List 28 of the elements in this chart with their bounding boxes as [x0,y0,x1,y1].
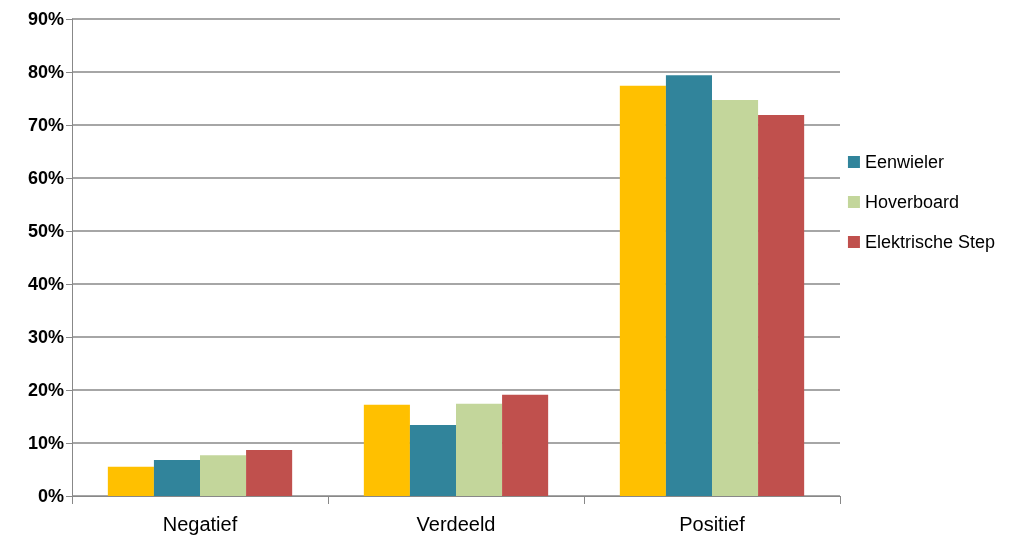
bar [665,75,712,496]
bar [246,449,293,496]
y-tick-label: 30% [27,327,64,347]
y-tick-label: 20% [27,380,64,400]
y-tick-label: 60% [27,168,64,188]
y-tick-label: 80% [27,62,64,82]
bar [153,459,200,496]
bar [409,424,456,496]
legend-label: Elektrische Step [864,232,995,252]
bar [619,85,666,496]
bar [363,404,410,496]
x-tick-label: Negatief [162,513,238,535]
bar [502,394,549,496]
y-tick-label: 0% [37,486,64,506]
bar [456,403,503,496]
y-tick-label: 70% [27,115,64,135]
legend-label: Eenwieler [864,152,944,172]
bar [107,466,154,496]
bar [758,114,805,496]
x-tick-label: Positief [679,513,746,535]
y-tick-label: 90% [27,9,64,29]
x-tick-label: Verdeeld [416,513,496,535]
y-tick-label: 40% [27,274,64,294]
y-tick-label: 10% [27,433,64,453]
legend-label: Hoverboard [864,192,959,212]
bar [712,100,759,496]
y-tick-label: 50% [27,221,64,241]
bar [200,455,247,496]
